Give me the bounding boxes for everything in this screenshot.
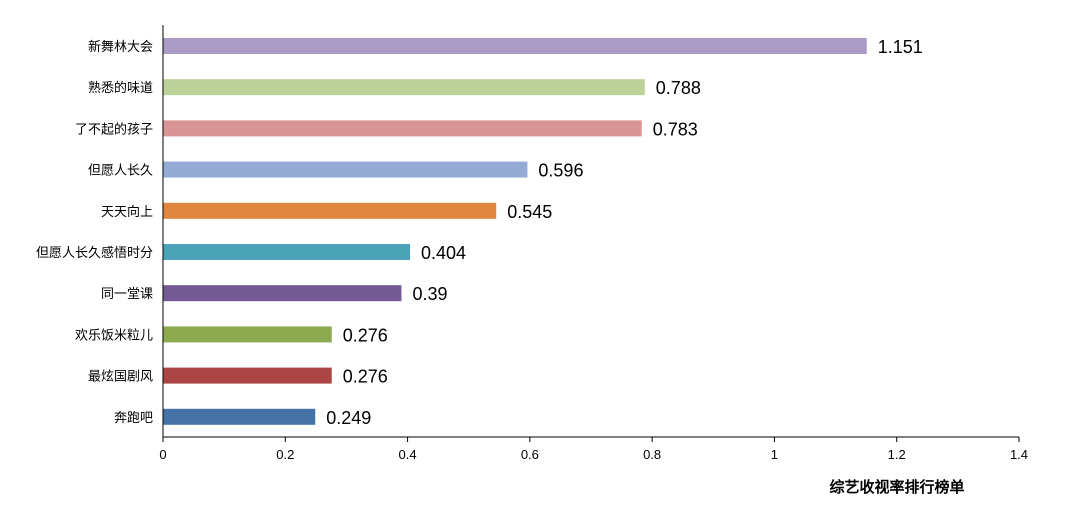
category-label: 新舞林大会 xyxy=(88,39,153,55)
bar xyxy=(163,120,642,137)
category-label: 奔跑吧 xyxy=(114,411,153,426)
value-label: 0.783 xyxy=(653,119,698,139)
bar xyxy=(163,326,332,343)
category-label: 天天向上 xyxy=(101,204,153,220)
x-tick-label: 0.6 xyxy=(521,447,539,462)
bar xyxy=(163,38,867,54)
x-tick-label: 1 xyxy=(771,447,778,462)
x-axis-ticks: 0 0.2 0.4 0.6 0.8 1 1.2 1.4 xyxy=(159,437,1028,462)
bar xyxy=(163,408,316,425)
x-tick-label: 1.2 xyxy=(888,447,906,462)
x-tick-label: 0 xyxy=(159,447,166,462)
value-label: 1.151 xyxy=(878,37,923,57)
x-tick-label: 0.8 xyxy=(643,447,661,462)
value-label: 0.404 xyxy=(421,243,466,263)
value-label: 0.596 xyxy=(538,161,583,181)
value-label: 0.545 xyxy=(507,202,552,222)
value-label: 0.249 xyxy=(326,408,371,428)
bar xyxy=(163,367,332,384)
category-label: 但愿人长久 xyxy=(88,164,153,179)
x-tick-label: 0.2 xyxy=(276,447,294,462)
bar xyxy=(163,79,645,96)
category-label: 欢乐饭米粒儿 xyxy=(75,328,153,343)
value-label: 0.788 xyxy=(656,78,701,98)
value-labels: 1.151 0.788 0.783 0.596 0.545 0.404 0.39 0.276 0… xyxy=(326,37,923,428)
category-labels: 新舞林大会熟悉的味道了不起的孩子但愿人长久天天向上但愿人长久感悟时分同一堂课欢乐… xyxy=(36,39,153,426)
value-label: 0.276 xyxy=(343,367,388,387)
category-label: 熟悉的味道 xyxy=(88,80,153,96)
category-label: 了不起的孩子 xyxy=(75,121,153,137)
category-label: 同一堂课 xyxy=(101,287,153,302)
bars-group xyxy=(163,38,867,425)
bar xyxy=(163,161,528,178)
bar xyxy=(163,244,411,260)
x-tick-label: 1.4 xyxy=(1010,447,1028,462)
bar xyxy=(163,202,497,219)
category-label: 但愿人长久感悟时分 xyxy=(36,245,153,261)
value-label: 0.276 xyxy=(343,325,388,345)
x-axis-title: 综艺收视率排行榜单 xyxy=(829,478,964,496)
x-tick-label: 0.4 xyxy=(399,447,417,462)
value-label: 0.39 xyxy=(412,284,447,304)
category-label: 最炫国剧风 xyxy=(88,369,153,385)
bar xyxy=(163,285,402,302)
